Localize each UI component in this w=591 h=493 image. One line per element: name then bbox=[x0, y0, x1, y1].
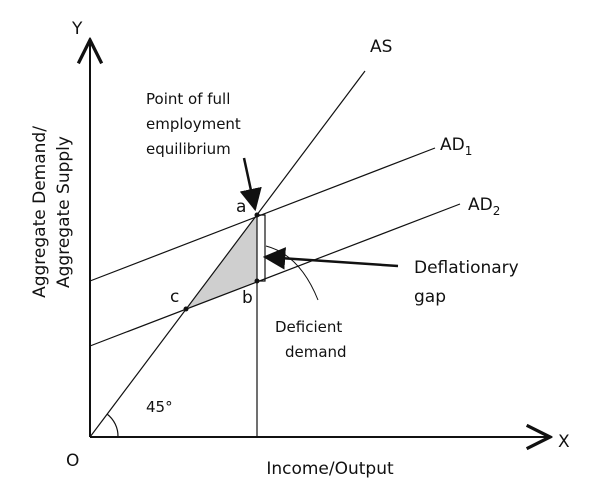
point-c bbox=[183, 306, 189, 312]
y-letter: Y bbox=[71, 19, 83, 39]
ad1-label: AD1 bbox=[440, 135, 472, 158]
as-label: AS bbox=[370, 37, 392, 57]
annotation: Deflationary bbox=[414, 258, 519, 278]
point-a bbox=[254, 212, 260, 218]
y-label: Aggregate Demand/ bbox=[30, 126, 50, 298]
annotation: gap bbox=[414, 287, 446, 307]
angle-arc bbox=[106, 413, 119, 438]
x-letter: X bbox=[558, 432, 570, 452]
ad2-line bbox=[89, 203, 461, 347]
annotation: employment bbox=[146, 115, 241, 133]
annotation: Deficient bbox=[275, 318, 342, 336]
gap-arrow bbox=[262, 247, 399, 270]
ad2-text: AD bbox=[468, 195, 493, 215]
ad1-text: AD bbox=[440, 135, 465, 155]
x-label: Income/Output bbox=[266, 459, 394, 479]
as-line bbox=[89, 70, 366, 438]
equilibrium-arrow bbox=[239, 157, 262, 212]
bracket bbox=[257, 214, 266, 282]
y-label: Aggregate Supply bbox=[54, 136, 74, 288]
pointer bbox=[265, 245, 319, 301]
annotation: equilibrium bbox=[146, 140, 231, 158]
ad1-subscript: 1 bbox=[465, 144, 473, 158]
label-b: b bbox=[242, 288, 253, 308]
ad2-label: AD2 bbox=[468, 195, 500, 218]
angle-label: 45° bbox=[146, 398, 173, 416]
label-c: c bbox=[170, 287, 179, 307]
annotation: demand bbox=[285, 343, 347, 361]
origin: O bbox=[66, 451, 79, 471]
point-b bbox=[254, 278, 260, 284]
annotation: Point of full bbox=[146, 90, 230, 108]
ad2-subscript: 2 bbox=[493, 204, 501, 218]
label-a: a bbox=[236, 197, 246, 217]
